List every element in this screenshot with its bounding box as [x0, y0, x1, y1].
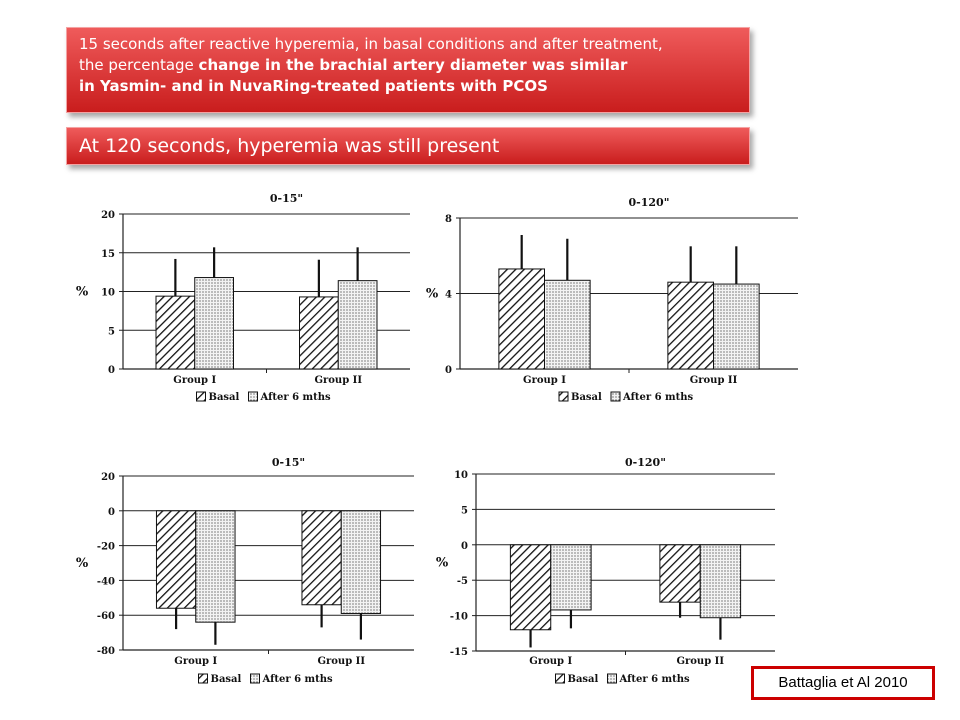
y-axis-label: %	[76, 556, 89, 571]
legend: Basal After 6 mths	[558, 391, 694, 403]
y-tick-label: 10	[454, 470, 468, 481]
y-tick-label: 15	[101, 249, 115, 260]
y-axis-label: %	[426, 287, 439, 302]
y-tick-label: 20	[101, 472, 115, 483]
chart-bottom-left-0-15: 0-15"% -80 -60 -40 -20 0 20 Group I Group II Basa…	[70, 450, 430, 690]
y-tick-label: 20	[101, 210, 115, 221]
bar-after-6-mths	[195, 510, 236, 623]
legend-swatch	[198, 673, 208, 684]
y-tick-label: 0	[445, 365, 452, 376]
y-tick-label: 5	[461, 505, 468, 516]
y-tick-label: 8	[445, 214, 452, 225]
summary-line-3: in Yasmin- and in NuvaRing-treated patie…	[79, 77, 548, 95]
y-axis-label: %	[76, 285, 89, 300]
y-tick-label: -20	[97, 542, 115, 553]
bar-basal	[299, 296, 339, 370]
summary-line-2: the percentage change in the brachial ar…	[79, 55, 739, 76]
y-tick-label: -40	[97, 576, 115, 587]
y-tick-label: 0	[461, 541, 468, 552]
hyperemia-banner: At 120 seconds, hyperemia was still pres…	[66, 127, 750, 165]
chart-svg: 0-120"% -15 -10 -5 0 5 10 Group I Group II Basal A…	[436, 456, 775, 685]
chart-title: 0-120"	[625, 456, 666, 469]
category-label: Group II	[314, 375, 362, 386]
hyperemia-banner-text: At 120 seconds, hyperemia was still pres…	[79, 135, 500, 157]
chart-title: 0-15"	[272, 456, 305, 469]
category-label: Group I	[529, 656, 572, 667]
legend: Basal After 6 mths	[555, 673, 691, 685]
legend-swatch	[555, 673, 565, 684]
bar-after-6-mths	[194, 277, 234, 370]
bar-after-6-mths	[337, 280, 378, 370]
bar-basal	[667, 281, 714, 370]
y-tick-label: -5	[457, 576, 468, 587]
chart-title: 0-120"	[629, 196, 670, 209]
bar-basal	[509, 544, 552, 631]
bar-after-6-mths	[340, 510, 382, 614]
legend: Basal After 6 mths	[196, 391, 332, 403]
summary-line-2-normal: the percentage	[79, 56, 199, 74]
summary-line-1: 15 seconds after reactive hyperemia, in …	[79, 35, 663, 53]
y-tick-label: -15	[450, 647, 468, 658]
y-tick-label: -10	[450, 612, 468, 623]
legend-label: After 6 mths	[260, 392, 332, 403]
bar-after-6-mths	[550, 544, 592, 611]
chart-svg: 0-15"% -80 -60 -40 -20 0 20 Group I Group II Basa…	[76, 456, 414, 685]
legend-swatch	[610, 391, 621, 402]
bar-after-6-mths	[699, 544, 742, 619]
citation-box: Battaglia et Al 2010	[751, 666, 935, 700]
chart-top-right-0-120: 0-120"% 0 4 8 Group I Group II Basal After 6 mt…	[420, 186, 805, 408]
summary-line-2-bold: change in the brachial artery diameter w…	[198, 56, 628, 74]
chart-title: 0-15"	[270, 192, 303, 205]
bar-after-6-mths	[713, 283, 760, 370]
legend-label: Basal	[568, 674, 599, 685]
y-tick-label: 4	[445, 290, 452, 301]
y-tick-label: 10	[101, 288, 115, 299]
category-label: Group II	[690, 375, 738, 386]
legend-swatch	[196, 391, 206, 402]
bar-basal	[498, 268, 546, 370]
legend-label: After 6 mths	[622, 392, 694, 403]
legend-swatch	[607, 673, 617, 684]
bar-basal	[155, 510, 197, 609]
category-label: Group I	[173, 375, 216, 386]
y-tick-label: -80	[97, 646, 115, 657]
chart-bottom-right-0-120: 0-120"% -15 -10 -5 0 5 10 Group I Group II Basal A…	[430, 450, 780, 690]
category-label: Group I	[523, 375, 566, 386]
chart-top-left-0-15: 0-15"% 0 5 10 15 20 Group I Group II Basal After …	[70, 186, 425, 408]
category-label: Group I	[174, 656, 217, 667]
legend-swatch	[248, 391, 258, 402]
legend-label: After 6 mths	[619, 674, 691, 685]
legend-label: Basal	[571, 392, 602, 403]
legend-label: Basal	[209, 392, 240, 403]
legend-swatch	[558, 391, 569, 402]
chart-svg: 0-120"% 0 4 8 Group I Group II Basal After 6 mt…	[426, 196, 798, 403]
legend-swatch	[250, 673, 260, 684]
y-tick-label: -60	[97, 611, 115, 622]
legend-label: After 6 mths	[262, 674, 334, 685]
category-label: Group II	[317, 656, 365, 667]
bar-basal	[301, 510, 342, 606]
y-tick-label: 0	[108, 507, 115, 518]
legend-label: Basal	[211, 674, 242, 685]
summary-banner: 15 seconds after reactive hyperemia, in …	[66, 27, 750, 113]
y-tick-label: 0	[108, 365, 115, 376]
bar-basal	[659, 544, 701, 603]
y-tick-label: 5	[108, 326, 115, 337]
legend: Basal After 6 mths	[198, 673, 334, 685]
y-axis-label: %	[436, 556, 449, 571]
category-label: Group II	[676, 656, 724, 667]
chart-svg: 0-15"% 0 5 10 15 20 Group I Group II Basal After …	[76, 192, 410, 403]
bar-basal	[155, 295, 196, 370]
bar-after-6-mths	[544, 279, 591, 370]
